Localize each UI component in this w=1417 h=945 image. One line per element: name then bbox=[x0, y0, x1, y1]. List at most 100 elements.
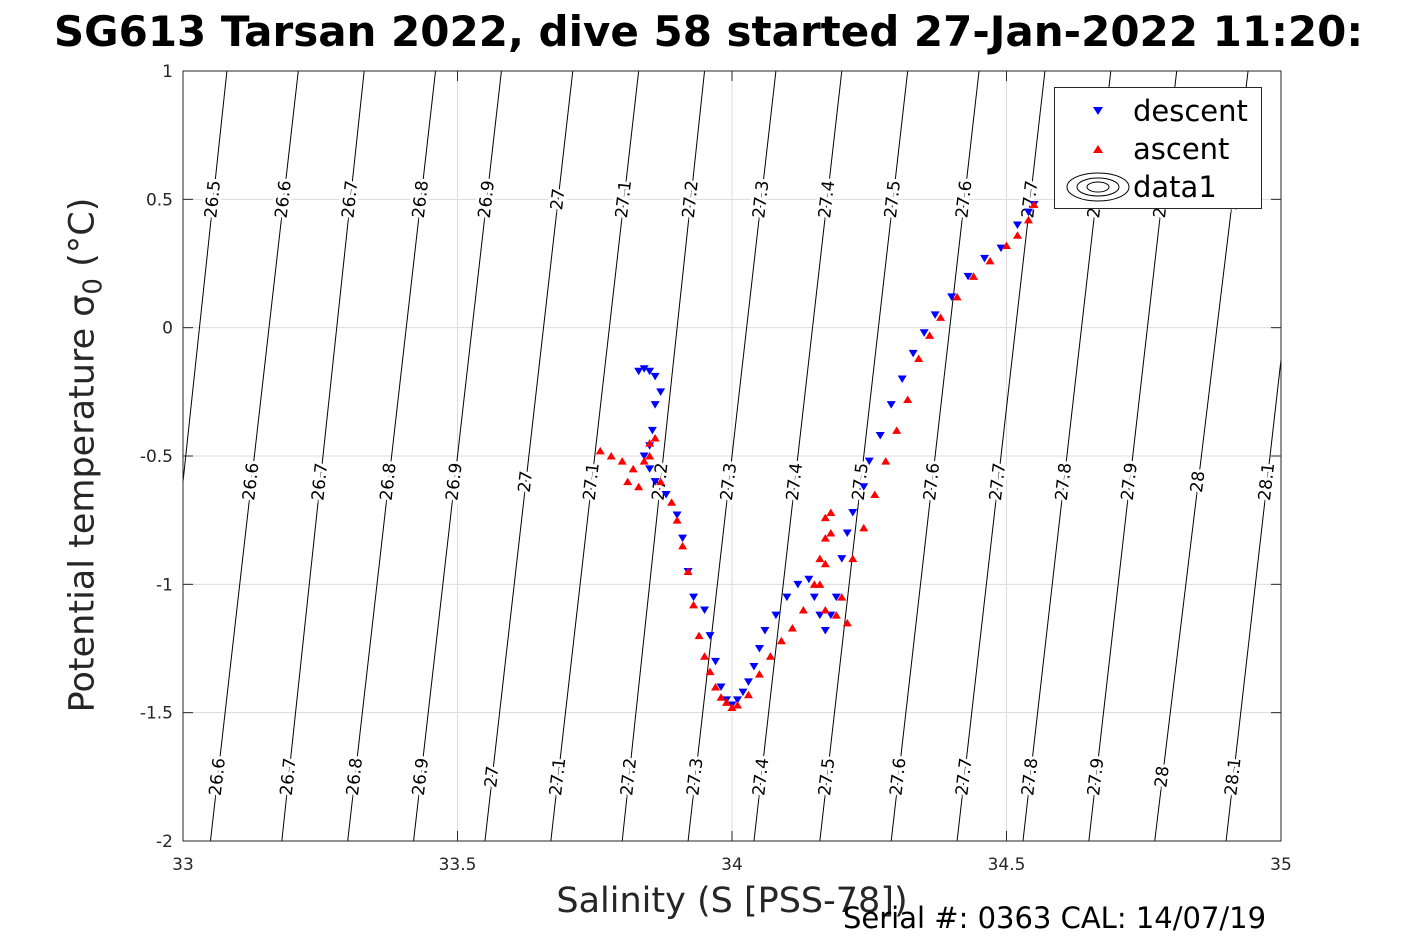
descent-point bbox=[831, 593, 841, 602]
ascent-point bbox=[826, 529, 836, 537]
ascent-point bbox=[754, 670, 764, 678]
ascent-point bbox=[914, 354, 924, 362]
isopycnal-label: 27 bbox=[547, 187, 569, 211]
ascent-point bbox=[1023, 215, 1033, 224]
legend-item-data1: data1 bbox=[1055, 168, 1261, 206]
descent-point bbox=[650, 401, 660, 409]
isopycnal-line bbox=[819, 71, 909, 841]
legend-item-descent: descent bbox=[1055, 92, 1261, 130]
descent-point bbox=[738, 688, 748, 697]
isopycnal-label: 27.9 bbox=[1118, 462, 1142, 502]
y-axis-label-text: Potential temperature bbox=[62, 316, 103, 713]
descent-point bbox=[672, 511, 682, 520]
data-points bbox=[595, 200, 1039, 712]
ascent-point bbox=[694, 631, 704, 640]
legend-label-ascent: ascent bbox=[1133, 132, 1230, 166]
ascent-point bbox=[831, 611, 841, 619]
isopycnal-label: 27.1 bbox=[612, 179, 636, 219]
ascent-point bbox=[628, 464, 638, 473]
isopycnal-label: 27.1 bbox=[580, 462, 604, 502]
isopycnal-label: 27 bbox=[515, 470, 537, 494]
ascent-point bbox=[969, 272, 979, 280]
isopycnal-line bbox=[687, 71, 777, 841]
ascent-point bbox=[892, 426, 902, 434]
isopycnal-line bbox=[753, 71, 843, 841]
descent-point bbox=[661, 491, 671, 499]
descent-point bbox=[650, 372, 660, 381]
ascent-point bbox=[727, 703, 737, 712]
isopycnal-label: 27.7 bbox=[1018, 179, 1042, 219]
descent-point bbox=[1023, 208, 1033, 217]
isopycnal-label: 27.2 bbox=[617, 757, 641, 797]
y-axis-label: Potential temperature σ0 (°C) bbox=[63, 198, 114, 713]
isopycnal-label: 27.2 bbox=[679, 179, 703, 219]
descent-point bbox=[656, 388, 666, 396]
descent-point bbox=[647, 426, 657, 435]
descent-point bbox=[809, 593, 819, 602]
ascent-point bbox=[848, 554, 858, 563]
ascent-point bbox=[645, 452, 655, 460]
isopycnal-label: 26.6 bbox=[239, 462, 263, 502]
ascent-point bbox=[1012, 231, 1022, 239]
descent-point bbox=[1012, 221, 1022, 229]
descent-point bbox=[842, 529, 852, 537]
isopycnal-label: 26.8 bbox=[409, 179, 433, 219]
descent-point bbox=[645, 465, 655, 473]
descent-point bbox=[732, 696, 742, 704]
isopycnal-line bbox=[890, 71, 980, 841]
descent-point bbox=[820, 627, 830, 635]
ascent-point bbox=[645, 439, 655, 447]
ascent-point bbox=[985, 256, 995, 265]
descent-point bbox=[930, 311, 940, 319]
isopycnal-label: 26.5 bbox=[201, 179, 225, 219]
descent-point bbox=[875, 431, 885, 440]
isopycnal-line bbox=[550, 71, 640, 841]
y-tick-label: -1 bbox=[156, 575, 173, 595]
ascent-point bbox=[837, 593, 847, 601]
descent-point bbox=[859, 483, 869, 491]
descent-point bbox=[634, 367, 644, 376]
ascent-point bbox=[798, 606, 808, 614]
legend-ascent-marker bbox=[1093, 145, 1103, 153]
ascent-point bbox=[722, 698, 732, 706]
ascent-point bbox=[815, 554, 825, 563]
descent-point bbox=[963, 272, 973, 281]
isopycnal-label: 27.5 bbox=[881, 179, 905, 219]
isopycnal-label: 27.3 bbox=[683, 757, 707, 797]
x-tick-label: 33.5 bbox=[439, 855, 477, 875]
ascent-point bbox=[678, 541, 688, 550]
isopycnal-label: 27.6 bbox=[886, 757, 910, 797]
descent-point bbox=[908, 349, 918, 358]
ascent-point bbox=[672, 516, 682, 524]
descent-point bbox=[980, 254, 990, 263]
descent-point bbox=[793, 580, 803, 589]
ascent-point bbox=[700, 652, 710, 660]
ascent-point bbox=[683, 567, 693, 575]
isopycnal-line bbox=[347, 71, 437, 841]
isopycnal-label: 27.4 bbox=[783, 462, 807, 502]
ascent-point bbox=[667, 498, 677, 506]
isopycnal-label: 27.1 bbox=[546, 757, 570, 797]
isopycnal-label: 26.9 bbox=[475, 179, 499, 219]
serial-calibration-note: Serial #: 0363 CAL: 14/07/19 bbox=[843, 901, 1267, 935]
ascent-point bbox=[656, 477, 666, 486]
ascent-point bbox=[776, 636, 786, 645]
descent-point bbox=[689, 593, 699, 602]
isopycnal-label: 26.6 bbox=[272, 179, 296, 219]
ascent-point bbox=[1029, 200, 1039, 208]
ascent-point bbox=[820, 534, 830, 542]
descent-point bbox=[848, 508, 858, 517]
isopycnal-line bbox=[209, 71, 299, 841]
isopycnal-label: 27.5 bbox=[815, 757, 839, 797]
ascent-point bbox=[716, 693, 726, 701]
descent-point bbox=[771, 611, 781, 620]
ascent-point bbox=[634, 482, 644, 491]
descent-point bbox=[700, 606, 710, 614]
isopycnal-label: 27.8 bbox=[1018, 757, 1042, 797]
isopycnal-label: 26.7 bbox=[308, 462, 332, 502]
descent-point bbox=[996, 244, 1006, 253]
ascent-point bbox=[617, 457, 627, 465]
descent-point bbox=[919, 329, 929, 337]
descent-point bbox=[705, 632, 715, 640]
descent-point bbox=[743, 678, 753, 686]
